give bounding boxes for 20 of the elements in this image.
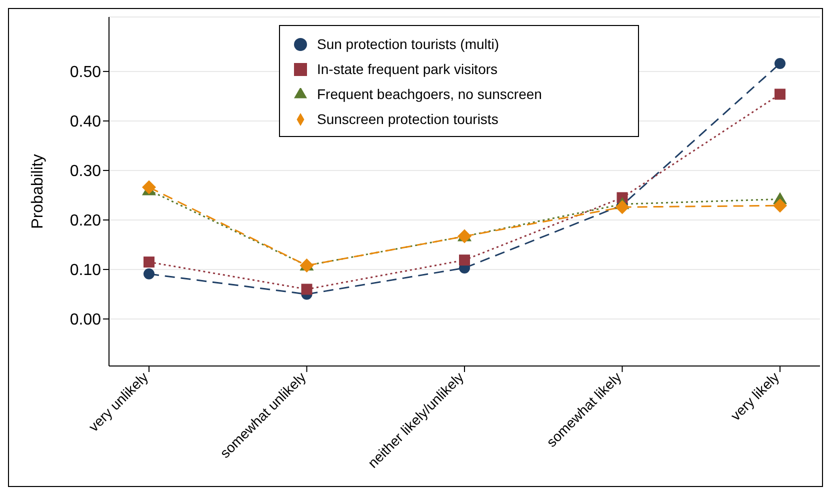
legend-label: Sunscreen protection tourists: [317, 111, 498, 127]
y-tick-label: 0.00: [70, 312, 102, 329]
y-tick-label: 0.30: [70, 163, 102, 180]
point: [773, 198, 787, 213]
point: [142, 180, 156, 194]
y-tick-label: 0.50: [70, 64, 102, 82]
legend-label: Frequent beachgoers, no sunscreen: [317, 86, 542, 102]
y-tick-label: 0.20: [70, 212, 102, 230]
point: [301, 284, 312, 295]
y-axis-title: Probability: [30, 154, 47, 229]
point: [774, 58, 786, 70]
point: [144, 256, 154, 268]
legend-label: In-state frequent park visitors: [317, 61, 498, 77]
y-tick-label: 0.40: [70, 114, 102, 131]
point: [144, 268, 154, 280]
point: [615, 200, 630, 214]
point: [459, 254, 470, 266]
legend-label: Sun protection tourists (multi): [317, 36, 500, 52]
y-tick-label: 0.10: [70, 262, 102, 280]
point: [774, 88, 786, 100]
